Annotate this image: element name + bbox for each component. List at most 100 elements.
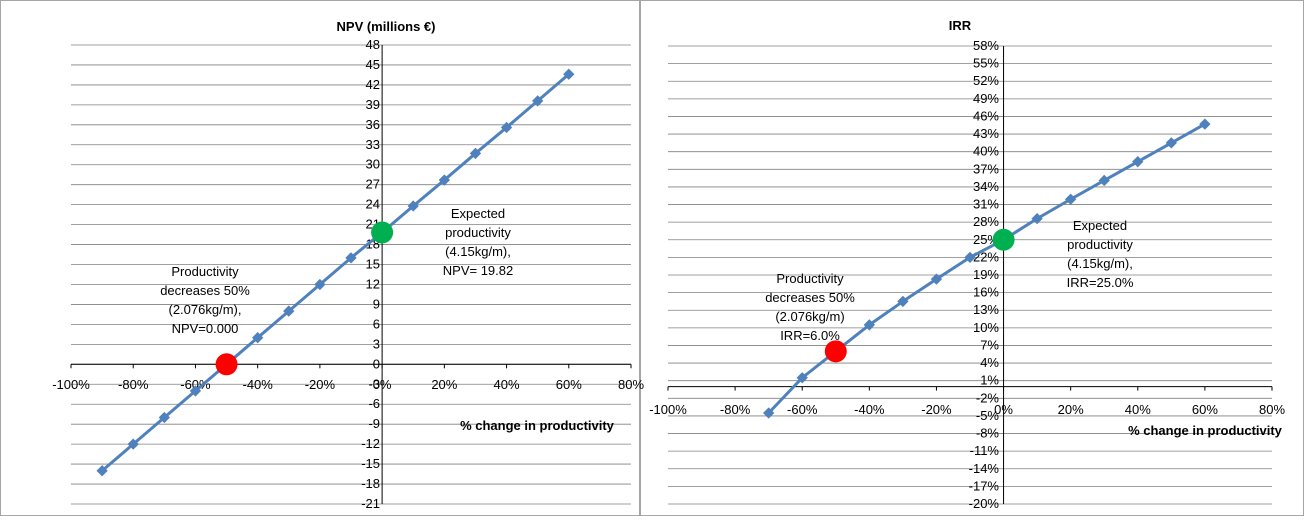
data-point-marker [964, 251, 976, 264]
y-tick-label: 55% [973, 56, 999, 71]
annotation-line: (4.15kg/m), [445, 244, 511, 259]
y-tick-label: 33 [366, 137, 380, 152]
data-point-marker [1065, 193, 1077, 205]
data-point-marker [1165, 137, 1177, 149]
y-tick-label: 22% [973, 249, 999, 264]
annotation-line: IRR=6.0% [780, 328, 840, 343]
y-tick-label: 6 [373, 316, 380, 331]
y-tick-label: 37% [973, 161, 999, 176]
highlight-point-expected [992, 228, 1015, 251]
y-tick-label: 27 [366, 177, 380, 192]
x-tick-label: -40% [242, 377, 273, 392]
data-point-marker [314, 278, 326, 291]
y-tick-label: 10% [973, 320, 999, 335]
y-tick-label: 49% [973, 91, 999, 106]
annotation-line: NPV= 19.82 [443, 263, 513, 278]
y-tick-label: -5% [976, 408, 1000, 423]
y-tick-label: -6 [368, 396, 380, 411]
y-tick-label: -20% [969, 496, 1000, 511]
x-tick-label: -40% [854, 402, 885, 417]
y-tick-label: 46% [973, 108, 999, 123]
annotation-line: decreases 50% [765, 290, 855, 305]
data-point-marker [796, 372, 808, 384]
x-tick-label: 0% [373, 377, 392, 392]
y-tick-label: 28% [973, 214, 999, 229]
annotation-line: (4.15kg/m), [1067, 256, 1133, 271]
annotation-line: NPV=0.000 [172, 321, 239, 336]
y-tick-label: 40% [973, 144, 999, 159]
x-tick-label: -20% [921, 402, 952, 417]
x-tick-label: -80% [118, 377, 149, 392]
x-axis-title: % change in productivity [1128, 423, 1283, 438]
y-tick-label: 1% [980, 373, 999, 388]
y-tick-label: 25% [973, 232, 999, 247]
data-point-marker [1132, 156, 1144, 168]
chart-title: IRR [949, 18, 972, 33]
y-tick-label: 12 [366, 276, 380, 291]
y-tick-label: -14% [969, 461, 1000, 476]
y-tick-label: 48 [366, 37, 380, 52]
y-tick-label: 42 [366, 77, 380, 92]
chart-irr: -20% -17% -14% -11% -8% -5% -2% 1% 4% 7% 10% 13% 16%… [649, 18, 1285, 511]
data-point-marker [863, 319, 875, 331]
data-point-marker [158, 411, 170, 424]
x-tick-label: 0% [994, 402, 1013, 417]
data-point-marker [930, 273, 943, 285]
data-point-marker [345, 252, 357, 264]
y-tick-label: 45 [366, 57, 380, 72]
y-tick-label: 7% [980, 337, 999, 352]
y-tick-label: 34% [973, 179, 999, 194]
y-tick-label: 15 [366, 257, 380, 272]
annotation-line: Expected [1073, 218, 1127, 233]
y-tick-label: 39 [366, 97, 380, 112]
x-tick-label: 80% [1259, 402, 1285, 417]
y-tick-label: 30 [366, 157, 380, 172]
data-point-marker [469, 147, 482, 160]
y-tick-label: -17% [969, 478, 1000, 493]
data-point-marker [127, 438, 139, 450]
y-tick-label: -9 [368, 416, 380, 431]
annotation-line: Productivity [776, 271, 844, 286]
annotation-line: Expected [451, 206, 505, 221]
y-tick-label: 24 [366, 197, 380, 212]
data-point-marker [1098, 174, 1110, 187]
x-tick-label: 60% [556, 377, 582, 392]
y-tick-label: -3 [368, 376, 380, 391]
data-point-marker [897, 295, 909, 308]
x-tick-label: -100% [52, 377, 90, 392]
x-tick-label: 80% [618, 377, 644, 392]
x-tick-label: 20% [431, 377, 457, 392]
annotation-line: (2.076kg/m), [169, 302, 242, 317]
highlight-point-reduced [215, 353, 238, 376]
x-tick-label: -60% [180, 377, 211, 392]
data-point-marker [1031, 212, 1043, 225]
y-tick-label: 58% [973, 38, 999, 53]
panel-border-npv [0, 0, 640, 516]
y-tick-label: 19% [973, 267, 999, 282]
y-tick-label: -11% [970, 443, 1000, 458]
x-tick-label: -60% [787, 402, 818, 417]
x-tick-label: 60% [1192, 402, 1218, 417]
y-tick-label: -8% [976, 426, 1000, 441]
annotation-line: IRR=25.0% [1067, 275, 1134, 290]
y-tick-label: 16% [973, 285, 999, 300]
x-tick-label: -20% [305, 377, 336, 392]
y-tick-label: -18 [361, 476, 380, 491]
chart-title: NPV (millions €) [337, 19, 436, 34]
highlight-point-expected [371, 221, 394, 244]
x-tick-label: -80% [720, 402, 751, 417]
y-tick-label: -21 [361, 496, 380, 511]
data-point-marker [283, 305, 295, 317]
data-point-marker [189, 385, 202, 397]
annotation-line: Productivity [171, 264, 239, 279]
y-tick-label: -12 [361, 436, 380, 451]
data-point-marker [763, 407, 775, 419]
y-tick-label: -15 [361, 456, 380, 471]
y-tick-label: 13% [973, 302, 999, 317]
y-tick-label: -2% [976, 390, 1000, 405]
x-tick-label: 20% [1058, 402, 1084, 417]
y-tick-label: 4% [980, 355, 999, 370]
annotation-line: productivity [1067, 237, 1133, 252]
